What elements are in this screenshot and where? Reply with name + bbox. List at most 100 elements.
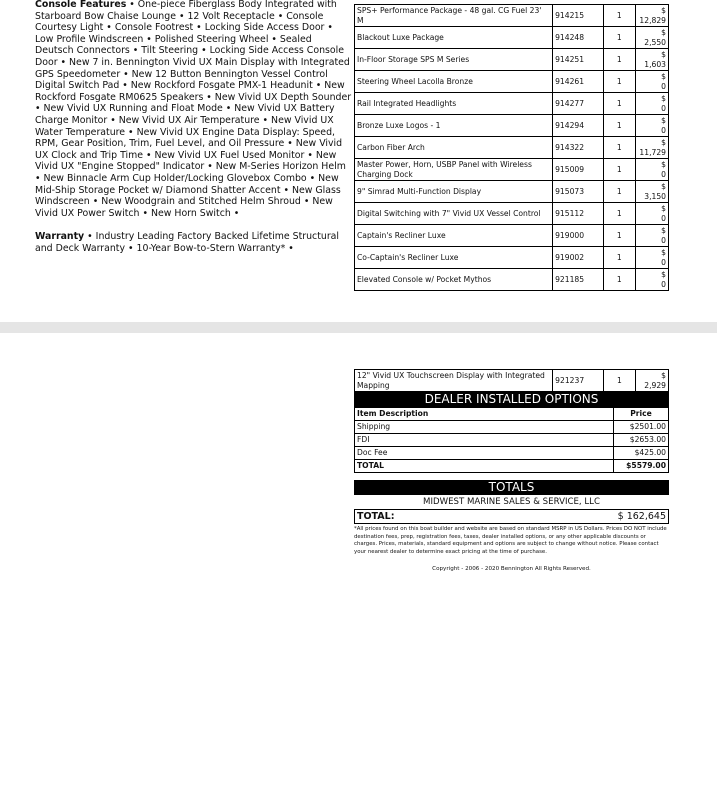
description: Captain's Recliner Luxe <box>353 224 554 247</box>
description: In-Floor Storage SPS M Series <box>353 48 554 71</box>
option-row: Elevated Console w/ Pocket Mythos 921185 1… <box>353 268 669 291</box>
features-text: • One-piece Fiberglass Body Integrated w… <box>35 0 352 219</box>
price: $425.00 <box>613 446 669 460</box>
part-number: 921237 <box>552 369 604 392</box>
part-number: 914277 <box>552 92 604 115</box>
dealer-total: TOTAL $5579.00 <box>354 459 669 473</box>
part-number: 914322 <box>552 136 604 159</box>
price: $ 2,929 <box>635 369 669 392</box>
quantity: 1 <box>602 158 637 181</box>
price: $ 0 <box>635 114 669 137</box>
part-number: 914251 <box>552 48 604 71</box>
dealer-table: Item Description Price Shipping $2501.00 FDI… <box>354 407 669 473</box>
quantity: 1 <box>602 246 637 269</box>
quantity: 1 <box>602 136 637 159</box>
warranty-text: • Industry Leading Factory Backed Lifeti… <box>35 231 340 254</box>
description: SPS+ Performance Package - 48 gal. CG Fu… <box>353 4 554 27</box>
price: $ 2,550 <box>635 26 669 49</box>
options-table: 12" Vivid UX Touchscreen Display with In… <box>353 369 669 392</box>
option-row: Co-Captain's Recliner Luxe 919002 1 $ 0 <box>353 246 669 269</box>
description: 9" Simrad Multi-Function Display <box>353 180 554 203</box>
quantity: 1 <box>602 224 637 247</box>
option-row: 9" Simrad Multi-Function Display 915073 1 $… <box>353 180 669 203</box>
quantity: 1 <box>602 268 637 291</box>
description: Master Power, Horn, USBP Panel with Wire… <box>353 158 554 181</box>
description: Steering Wheel Lacolla Bronze <box>353 70 554 93</box>
option-row: 12" Vivid UX Touchscreen Display with In… <box>353 369 669 392</box>
part-number: 915112 <box>552 202 604 225</box>
copyright: Copyright - 2006 - 2020 Bennington All R… <box>432 566 591 573</box>
price: $ 0 <box>635 246 669 269</box>
option-row: Steering Wheel Lacolla Bronze 914261 1 $ 0 <box>353 70 669 93</box>
price: $5579.00 <box>613 459 669 473</box>
part-number: 921185 <box>552 268 604 291</box>
quantity: 1 <box>602 92 637 115</box>
quantity: 1 <box>602 180 637 203</box>
totals-title: TOTALS <box>354 480 669 495</box>
quantity: 1 <box>602 70 637 93</box>
description: Rail Integrated Headlights <box>353 92 554 115</box>
item: Doc Fee <box>354 446 614 460</box>
part-number: 914215 <box>552 4 604 27</box>
quantity: 1 <box>602 202 637 225</box>
warranty-paragraph: Warranty • Industry Leading Factory Back… <box>35 231 353 254</box>
price: $ 0 <box>635 70 669 93</box>
part-number: 915009 <box>552 158 604 181</box>
price: $ 12,829 <box>635 4 669 27</box>
option-row: Blackout Luxe Package 914248 1 $ 2,550 <box>353 26 669 49</box>
header-cell: Price <box>613 407 669 421</box>
grand-total: TOTAL: $ 162,645 <box>354 510 669 524</box>
features-label: Console Features <box>35 0 127 10</box>
price: $ 1,603 <box>635 48 669 71</box>
part-number: 914261 <box>552 70 604 93</box>
price: $ 11,729 <box>635 136 669 159</box>
description: Carbon Fiber Arch <box>353 136 554 159</box>
page-divider <box>0 322 717 333</box>
price: $ 0 <box>635 268 669 291</box>
option-row: Carbon Fiber Arch 914322 1 $ 11,729 <box>353 136 669 159</box>
header-cell: Item Description <box>354 407 614 421</box>
quantity: 1 <box>602 4 637 27</box>
item: FDI <box>354 433 614 447</box>
description: Bronze Luxe Logos - 1 <box>353 114 554 137</box>
option-row: Bronze Luxe Logos - 1 914294 1 $ 0 <box>353 114 669 137</box>
part-number: 915073 <box>552 180 604 203</box>
feature-text: Console Features • One-piece Fiberglass … <box>35 0 353 266</box>
options-table: SPS+ Performance Package - 48 gal. CG Fu… <box>353 4 669 291</box>
dealer-row: Doc Fee $425.00 <box>354 446 669 460</box>
warranty-label: Warranty <box>35 231 85 243</box>
part-number: 914248 <box>552 26 604 49</box>
dealer-header: Item Description Price <box>354 407 669 421</box>
part-number: 914294 <box>552 114 604 137</box>
quantity: 1 <box>602 48 637 71</box>
page-two: 12" Vivid UX Touchscreen Display with In… <box>353 369 669 573</box>
total-value: $ 162,645 <box>617 511 666 522</box>
dealer-title: DEALER INSTALLED OPTIONS <box>354 392 669 407</box>
price: $ 0 <box>635 158 669 181</box>
price: $2653.00 <box>613 433 669 447</box>
option-row: In-Floor Storage SPS M Series 914251 1 $ 1,… <box>353 48 669 71</box>
option-row: Captain's Recliner Luxe 919000 1 $ 0 <box>353 224 669 247</box>
quantity: 1 <box>602 26 637 49</box>
part-number: 919002 <box>552 246 604 269</box>
quantity: 1 <box>602 369 637 392</box>
price: $ 0 <box>635 224 669 247</box>
dealer-row: Shipping $2501.00 <box>354 420 669 434</box>
description: Blackout Luxe Package <box>353 26 554 49</box>
total-label: TOTAL: <box>357 511 395 522</box>
dealer-row: FDI $2653.00 <box>354 433 669 447</box>
description: Co-Captain's Recliner Luxe <box>353 246 554 269</box>
quantity: 1 <box>602 114 637 137</box>
item: Shipping <box>354 420 614 434</box>
dealer-name: MIDWEST MARINE SALES & SERVICE, LLC <box>354 495 669 510</box>
option-row: Rail Integrated Headlights 914277 1 $ 0 <box>353 92 669 115</box>
description: Elevated Console w/ Pocket Mythos <box>353 268 554 291</box>
description: Digital Switching with 7" Vivid UX Vesse… <box>353 202 554 225</box>
part-number: 919000 <box>552 224 604 247</box>
price: $2501.00 <box>613 420 669 434</box>
option-row: Master Power, Horn, USBP Panel with Wire… <box>353 158 669 181</box>
option-row: SPS+ Performance Package - 48 gal. CG Fu… <box>353 4 669 27</box>
option-row: Digital Switching with 7" Vivid UX Vesse… <box>353 202 669 225</box>
description: 12" Vivid UX Touchscreen Display with In… <box>353 369 554 392</box>
